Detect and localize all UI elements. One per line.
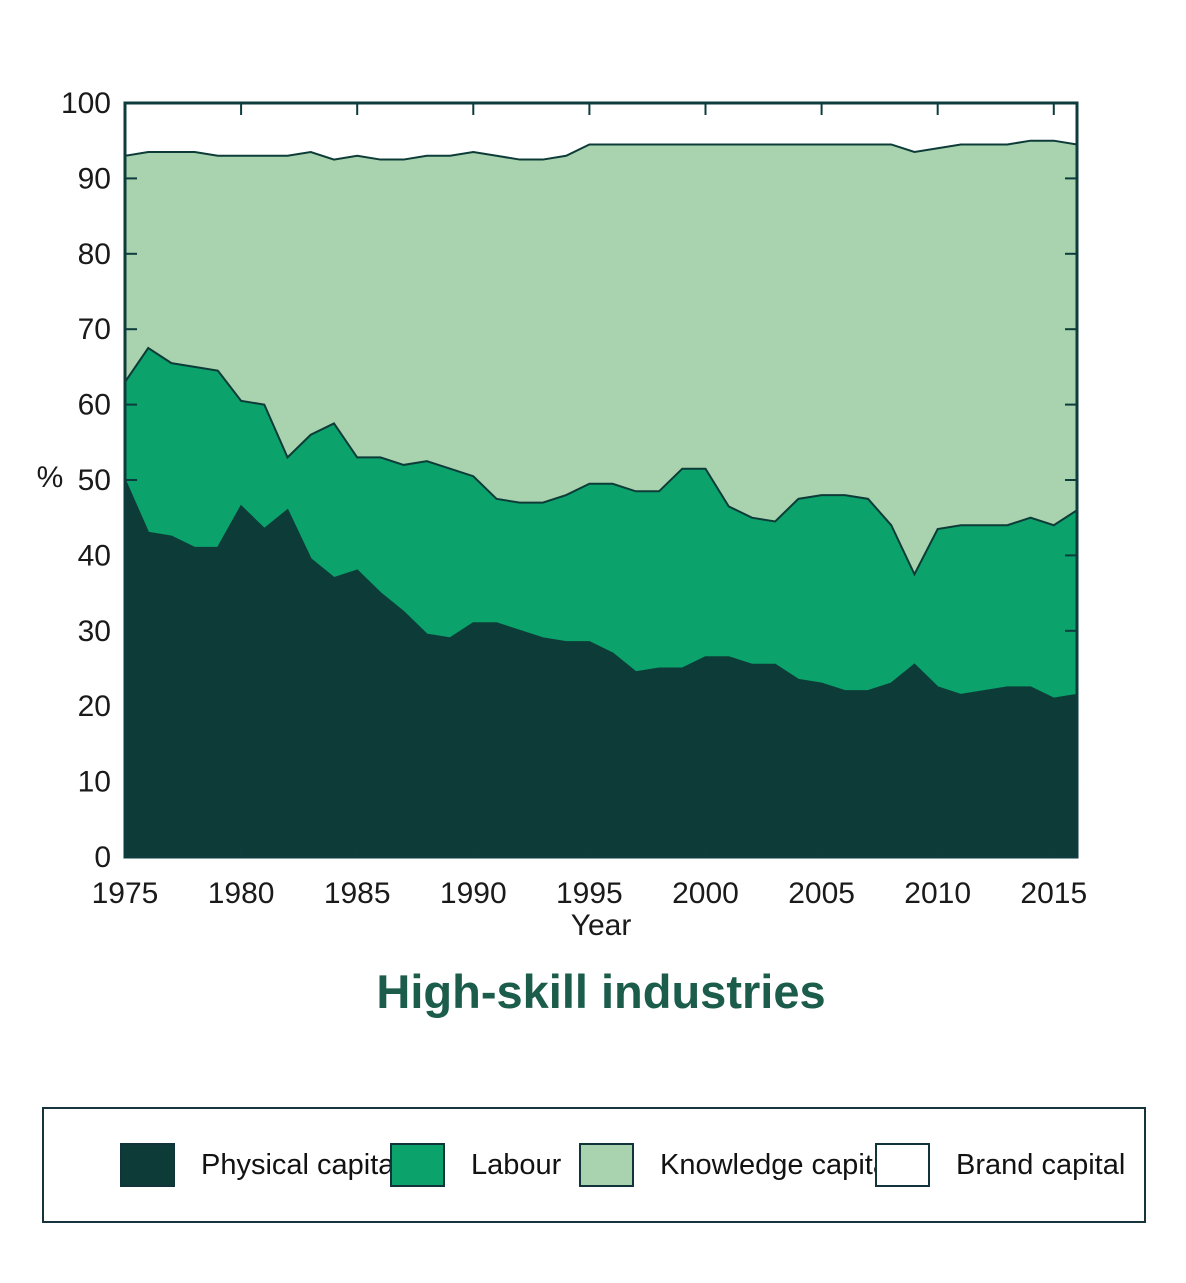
x-tick-label: 2015 [1020,877,1087,910]
y-tick-label: 0 [94,841,111,874]
legend-label: Physical capital [201,1148,401,1181]
legend: Physical capital Labour Knowledge capita… [42,1107,1146,1223]
x-tick-label: 1990 [440,877,507,910]
y-tick-label: 60 [78,389,111,422]
area-physical-capital [125,480,1077,857]
y-tick-label: 100 [61,87,111,120]
legend-item-brand-capital: Brand capital [875,1109,1125,1221]
x-tick-label: 1995 [556,877,623,910]
legend-item-labour: Labour [390,1109,561,1221]
legend-label: Brand capital [956,1148,1126,1181]
x-tick-label: 2000 [672,877,739,910]
x-tick-label: 1980 [208,877,275,910]
boundary-labour [124,346,1078,577]
x-tick-label: 2005 [788,877,855,910]
knowledge-capital-swatch [579,1143,634,1187]
page-title: High-skill industries [376,965,826,1018]
boundary-knowledge-capital [124,139,1078,161]
y-tick-label: 70 [78,313,111,346]
physical-capital-swatch [120,1143,175,1187]
y-tick-label: 10 [78,766,111,799]
legend-label: Knowledge capital [660,1148,896,1181]
legend-item-physical-capital: Physical capital [120,1109,401,1221]
y-tick-label: 90 [78,162,111,195]
x-tick-label: 1975 [92,877,159,910]
x-axis-label: Year [570,909,632,942]
brand-capital-swatch [875,1143,930,1187]
legend-label: Labour [471,1148,562,1181]
y-tick-label: 30 [78,615,111,648]
plot-border [123,101,1079,859]
area-labour [125,348,1077,699]
area-brand-capital [125,103,1077,160]
y-tick-label: 50 [78,464,111,497]
legend-item-knowledge-capital: Knowledge capital [579,1109,895,1221]
boundary-physical-capital [124,479,1078,700]
area-knowledge-capital [125,140,1077,575]
x-tick-label: 1985 [324,877,391,910]
x-tick-label: 2010 [904,877,971,910]
y-axis-label: % [36,461,64,494]
labour-swatch [390,1143,445,1187]
y-tick-label: 20 [78,690,111,723]
y-tick-label: 40 [78,539,111,572]
y-tick-label: 80 [78,238,111,271]
